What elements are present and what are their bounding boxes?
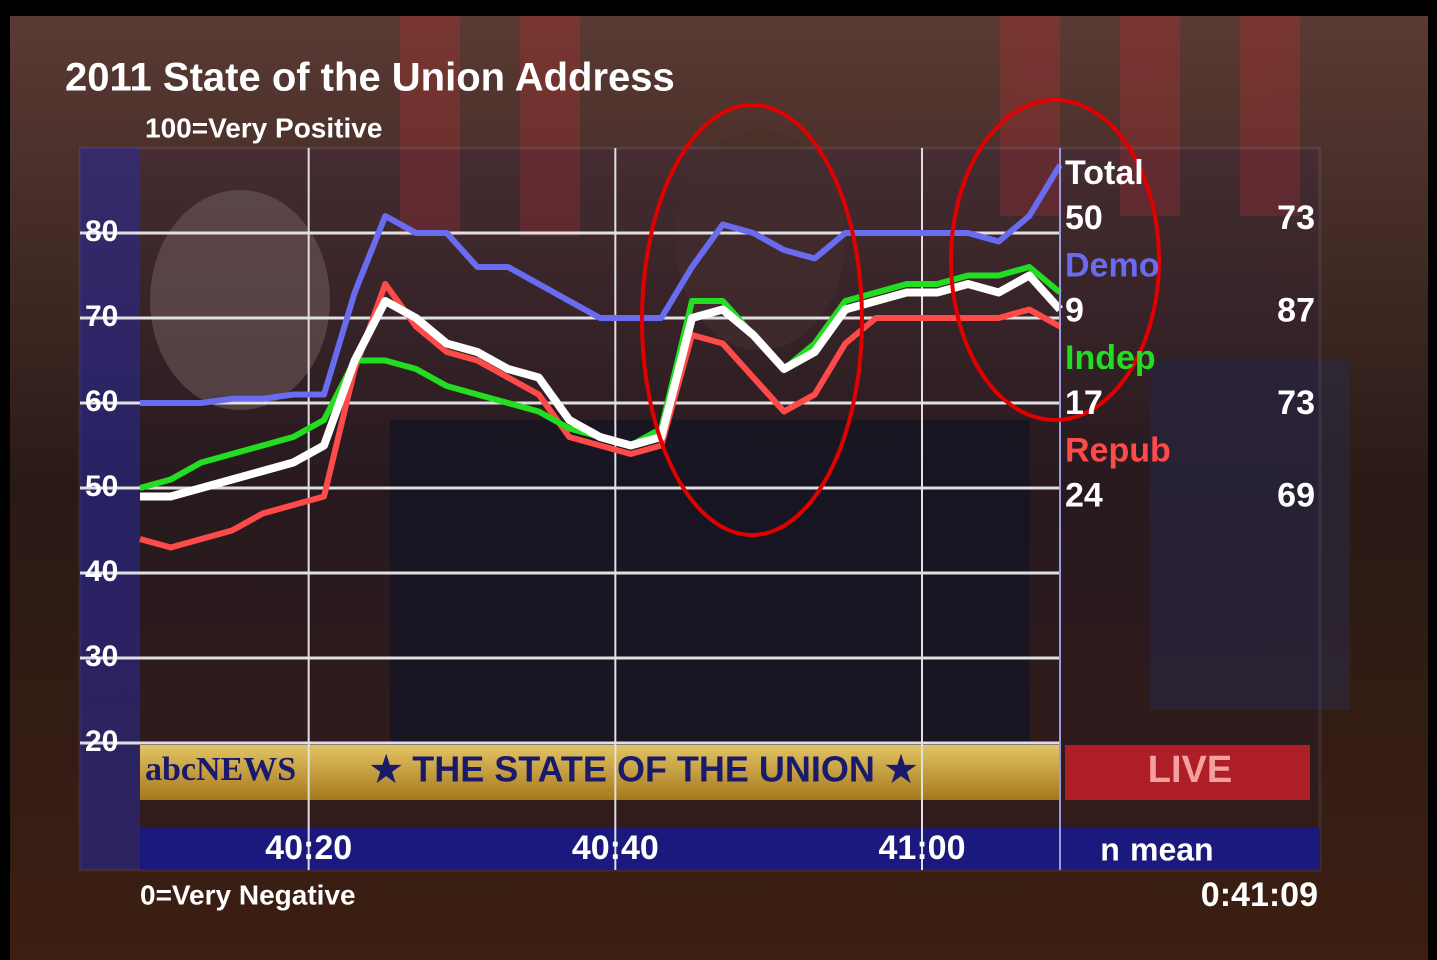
legend-n: 17 xyxy=(1065,384,1103,422)
banner-logo: abcNEWS xyxy=(145,751,296,788)
legend-mean: 69 xyxy=(1277,476,1315,514)
timestamp: 0:41:09 xyxy=(1201,876,1318,914)
subtitle: 100=Very Positive xyxy=(145,112,382,143)
banner-text: ★ THE STATE OF THE UNION ★ xyxy=(370,749,917,790)
legend-n: 9 xyxy=(1065,291,1084,329)
y-tick-label: 50 xyxy=(85,470,118,503)
chart: 2011 State of the Union Address 100=Very… xyxy=(0,0,1437,960)
legend-label: Total xyxy=(1065,154,1144,192)
x-tick-label: 40:20 xyxy=(265,829,352,867)
y-tick-label: 60 xyxy=(85,385,118,418)
y-tick-label: 40 xyxy=(85,555,118,588)
y-axis-band xyxy=(80,148,140,870)
page: 2011 State of the Union Address 100=Very… xyxy=(0,0,1437,960)
x-tick-label: 41:00 xyxy=(879,829,966,867)
bottom-note: 0=Very Negative xyxy=(140,879,356,910)
legend-mean: 73 xyxy=(1277,199,1315,237)
chart-title: 2011 State of the Union Address xyxy=(65,56,675,100)
legend-header-mean: mean xyxy=(1130,831,1214,867)
legend-label: Indep xyxy=(1065,339,1156,377)
legend-label: Demo xyxy=(1065,246,1159,284)
legend-n: 24 xyxy=(1065,476,1103,514)
live-label: LIVE xyxy=(1148,749,1232,791)
x-tick-label: 40:40 xyxy=(572,829,659,867)
legend-n: 50 xyxy=(1065,199,1103,237)
y-tick-label: 30 xyxy=(85,640,118,673)
legend-label: Repub xyxy=(1065,431,1171,469)
legend-header-n: n xyxy=(1100,831,1120,867)
y-tick-label: 80 xyxy=(85,215,118,248)
legend-mean: 87 xyxy=(1277,291,1315,329)
y-tick-label: 20 xyxy=(85,725,118,758)
y-tick-label: 70 xyxy=(85,300,118,333)
legend-mean: 73 xyxy=(1277,384,1315,422)
